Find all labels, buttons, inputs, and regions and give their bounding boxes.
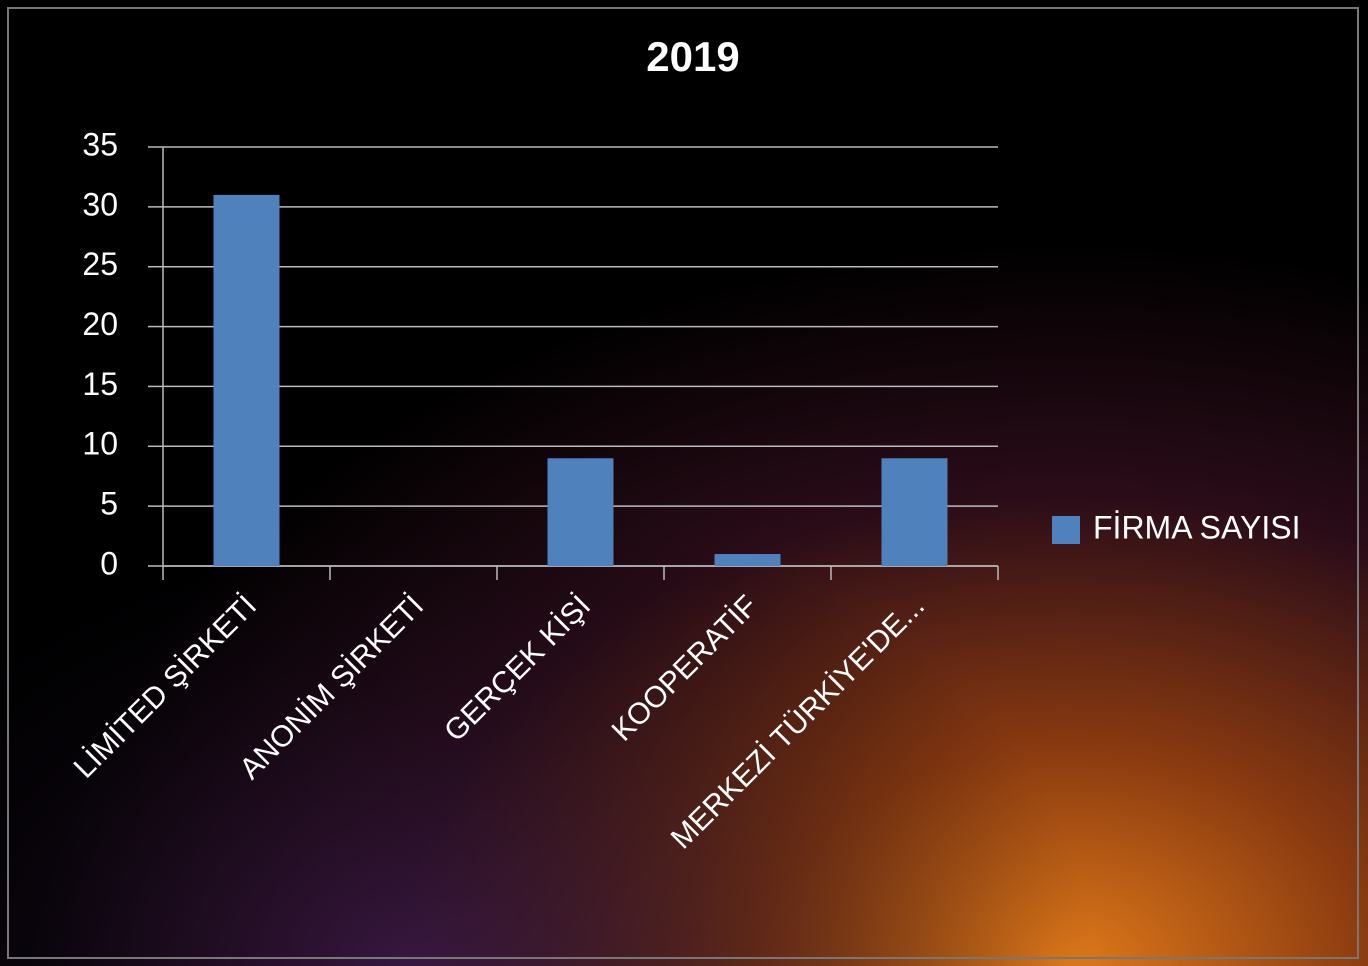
chart-title: 2019 xyxy=(646,33,739,80)
y-tick-label: 0 xyxy=(100,545,118,581)
bar xyxy=(213,194,280,566)
frame xyxy=(7,7,1359,959)
bar xyxy=(547,458,614,566)
legend-swatch xyxy=(1052,516,1080,544)
y-tick-label: 5 xyxy=(100,486,118,522)
legend-label: FİRMA SAYISI xyxy=(1093,509,1300,545)
bar xyxy=(881,458,948,566)
y-tick-label: 30 xyxy=(82,186,118,222)
y-tick-label: 25 xyxy=(82,246,118,282)
bar xyxy=(714,554,781,566)
y-tick-label: 15 xyxy=(82,366,118,402)
y-tick-label: 20 xyxy=(82,306,118,342)
y-tick-label: 10 xyxy=(82,426,118,462)
y-tick-label: 35 xyxy=(82,126,118,162)
